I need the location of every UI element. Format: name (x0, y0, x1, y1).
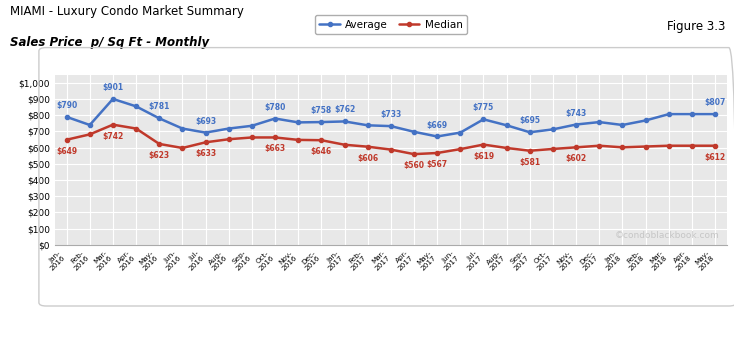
Average (201, 131, 210, 135)
Median (526, 149, 534, 153)
Average (340, 119, 349, 123)
Median (109, 123, 117, 127)
Text: $742: $742 (102, 132, 123, 141)
Median (155, 142, 164, 146)
Median (317, 138, 326, 142)
Average (62, 115, 71, 119)
Median (572, 145, 581, 149)
Text: $602: $602 (566, 154, 586, 163)
Median (178, 146, 187, 150)
Median (363, 144, 372, 149)
Median (642, 144, 650, 149)
Median (433, 151, 442, 155)
Text: $762: $762 (334, 105, 355, 115)
Text: $669: $669 (426, 121, 448, 130)
Text: $775: $775 (473, 103, 494, 113)
Average (548, 127, 557, 131)
Text: $693: $693 (195, 117, 216, 126)
Text: $567: $567 (426, 160, 448, 169)
Average (433, 134, 442, 138)
Text: Sales Price  p/ Sq Ft - Monthly: Sales Price p/ Sq Ft - Monthly (10, 36, 208, 49)
Average (664, 112, 673, 116)
Average (618, 123, 627, 127)
Text: $790: $790 (56, 101, 77, 110)
Text: ©condoblackbook.com: ©condoblackbook.com (615, 231, 720, 240)
Median (664, 144, 673, 148)
Average (410, 130, 418, 134)
Average (572, 122, 581, 126)
Line: Median: Median (65, 123, 717, 156)
Median (548, 147, 557, 151)
Text: $781: $781 (148, 102, 170, 112)
Text: $695: $695 (520, 116, 540, 125)
Median (225, 137, 233, 141)
Median (294, 138, 302, 142)
Median (711, 144, 719, 148)
Average (479, 117, 488, 121)
Median (62, 138, 71, 142)
Median (386, 148, 395, 152)
Text: $649: $649 (56, 147, 77, 156)
Text: $733: $733 (380, 110, 401, 119)
Text: $612: $612 (705, 153, 726, 162)
Median (502, 146, 511, 150)
Median (410, 152, 418, 156)
Text: $606: $606 (357, 154, 378, 163)
Median (456, 147, 465, 151)
Text: $623: $623 (149, 151, 170, 160)
Average (109, 97, 117, 101)
Average (595, 120, 603, 124)
Average (386, 124, 395, 128)
Average (363, 123, 372, 128)
Average (642, 118, 650, 122)
Average (225, 126, 233, 131)
Text: $560: $560 (404, 161, 424, 170)
Average (247, 124, 256, 128)
Text: $807: $807 (705, 98, 726, 107)
Average (178, 126, 187, 131)
Text: $581: $581 (519, 158, 540, 167)
Text: $743: $743 (565, 108, 586, 118)
Average (711, 112, 719, 116)
Text: $780: $780 (264, 103, 286, 112)
Text: MIAMI - Luxury Condo Market Summary: MIAMI - Luxury Condo Market Summary (10, 5, 244, 18)
Text: $619: $619 (473, 152, 494, 160)
Median (688, 144, 697, 148)
Text: $663: $663 (264, 144, 286, 153)
Text: $901: $901 (102, 83, 123, 92)
Average (271, 117, 280, 121)
Median (201, 140, 210, 144)
Average (85, 123, 94, 127)
Text: Figure 3.3: Figure 3.3 (666, 20, 725, 33)
Average (317, 120, 326, 124)
Average (688, 112, 697, 116)
Average (456, 131, 465, 135)
Median (271, 135, 280, 139)
Average (294, 120, 302, 124)
Average (131, 104, 140, 108)
Text: $633: $633 (195, 149, 216, 158)
Median (247, 135, 256, 139)
Median (131, 126, 140, 131)
Median (340, 143, 349, 147)
Average (502, 123, 511, 128)
Median (595, 144, 603, 148)
Text: $758: $758 (310, 106, 332, 115)
Median (618, 145, 627, 149)
Text: $646: $646 (310, 147, 332, 156)
Average (155, 116, 164, 120)
Line: Average: Average (65, 97, 717, 139)
Median (479, 142, 488, 147)
Legend: Average, Median: Average, Median (315, 15, 467, 34)
Average (526, 130, 534, 134)
Median (85, 132, 94, 136)
